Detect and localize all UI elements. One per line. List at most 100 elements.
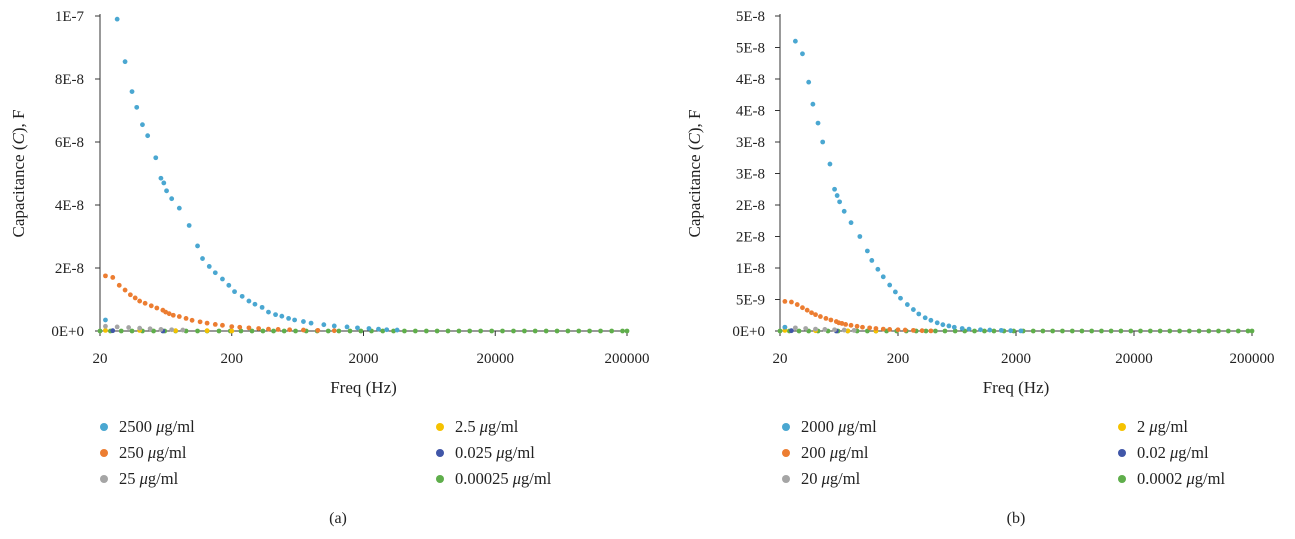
data-point (933, 328, 938, 334)
legend-unit: g/ml (1195, 469, 1226, 488)
data-point (511, 328, 516, 334)
data-point (237, 324, 243, 330)
data-point (887, 282, 893, 288)
data-point (147, 326, 153, 332)
data-point (624, 328, 630, 334)
y-axis-label-part: ), F (685, 110, 704, 134)
data-point (987, 327, 993, 333)
data-point (832, 186, 837, 192)
legend-marker (436, 449, 444, 457)
data-point (794, 302, 800, 307)
legend-value: 2 (1137, 417, 1149, 436)
data-point (239, 293, 245, 299)
data-point (1108, 328, 1114, 334)
data-point (843, 321, 849, 327)
data-point (867, 325, 873, 331)
data-point (1196, 328, 1202, 334)
data-point (851, 327, 857, 333)
data-point (942, 328, 948, 334)
data-point (176, 205, 182, 211)
data-point (1245, 328, 1251, 334)
legend-entry: 0.0002 μg/ml (1137, 469, 1225, 488)
data-point (837, 199, 843, 205)
data-point (864, 248, 870, 254)
data-point (1030, 328, 1036, 334)
data-point (134, 104, 140, 110)
legend-value: 25 (119, 469, 140, 488)
data-point (576, 328, 582, 334)
data-point (271, 328, 276, 334)
legend-value: 0.025 (455, 443, 496, 462)
data-point (777, 328, 783, 334)
data-point (1089, 328, 1095, 334)
data-point (281, 328, 287, 334)
data-point (880, 326, 886, 332)
data-point (384, 327, 390, 333)
y-axis-label-part: Capacitance ( (685, 144, 704, 237)
series-0 (103, 16, 400, 333)
y-axis-label-part: C (9, 133, 28, 145)
y-tick-label: 5E-8 (736, 41, 765, 57)
legend-entry: 0.00025 μg/ml (455, 469, 552, 488)
data-point (848, 322, 854, 328)
series-0 (782, 38, 1024, 334)
data-point (122, 287, 128, 293)
data-point (200, 256, 205, 261)
data-point (206, 264, 212, 269)
data-point (1069, 328, 1075, 334)
legend-mu: μ (829, 443, 838, 462)
legend-mu: μ (495, 443, 504, 462)
data-point (118, 328, 124, 334)
data-point (137, 298, 143, 304)
data-point (928, 317, 934, 323)
data-point (792, 38, 798, 44)
data-point (928, 328, 934, 334)
data-point (229, 328, 235, 334)
data-point (782, 298, 788, 304)
x-tick-label: 20 (773, 351, 788, 367)
data-point (609, 328, 615, 334)
data-point (848, 220, 854, 226)
legend-marker (782, 475, 790, 483)
data-point (800, 51, 805, 57)
data-point (815, 120, 821, 126)
legend-unit: g/ml (488, 417, 519, 436)
data-point (834, 193, 840, 198)
data-point (153, 155, 159, 161)
legend-unit: g/ml (148, 469, 179, 488)
data-point (358, 328, 364, 334)
data-point (796, 328, 802, 334)
data-point (857, 234, 863, 239)
data-point (991, 328, 997, 334)
y-tick-label: 4E-8 (736, 104, 765, 120)
data-point (220, 322, 225, 328)
data-point (197, 319, 203, 325)
data-point (103, 273, 108, 279)
legend-entry: 0.02 μg/ml (1137, 443, 1209, 462)
legend-mu: μ (139, 469, 148, 488)
data-point (873, 326, 879, 331)
legend-value: 200 (801, 443, 830, 462)
data-point (220, 276, 225, 282)
data-point (423, 328, 429, 334)
legend-marker (782, 449, 790, 457)
data-point (256, 326, 262, 331)
data-point (154, 305, 160, 311)
data-point (806, 79, 812, 85)
data-point (434, 328, 440, 334)
data-point (246, 325, 252, 331)
data-point (195, 243, 200, 249)
data-point (887, 327, 893, 332)
legend-mu: μ (479, 417, 488, 436)
panel-label: (b) (1007, 510, 1026, 527)
data-point (895, 327, 901, 333)
y-tick-label: 4E-8 (55, 198, 84, 214)
data-point (161, 180, 167, 186)
data-point (145, 133, 151, 139)
data-point (301, 319, 306, 324)
data-point (809, 310, 814, 316)
data-point (137, 325, 143, 331)
y-axis-label: Capacitance (C), F (9, 110, 28, 238)
panel-label: (a) (329, 510, 347, 527)
data-point (489, 328, 495, 334)
